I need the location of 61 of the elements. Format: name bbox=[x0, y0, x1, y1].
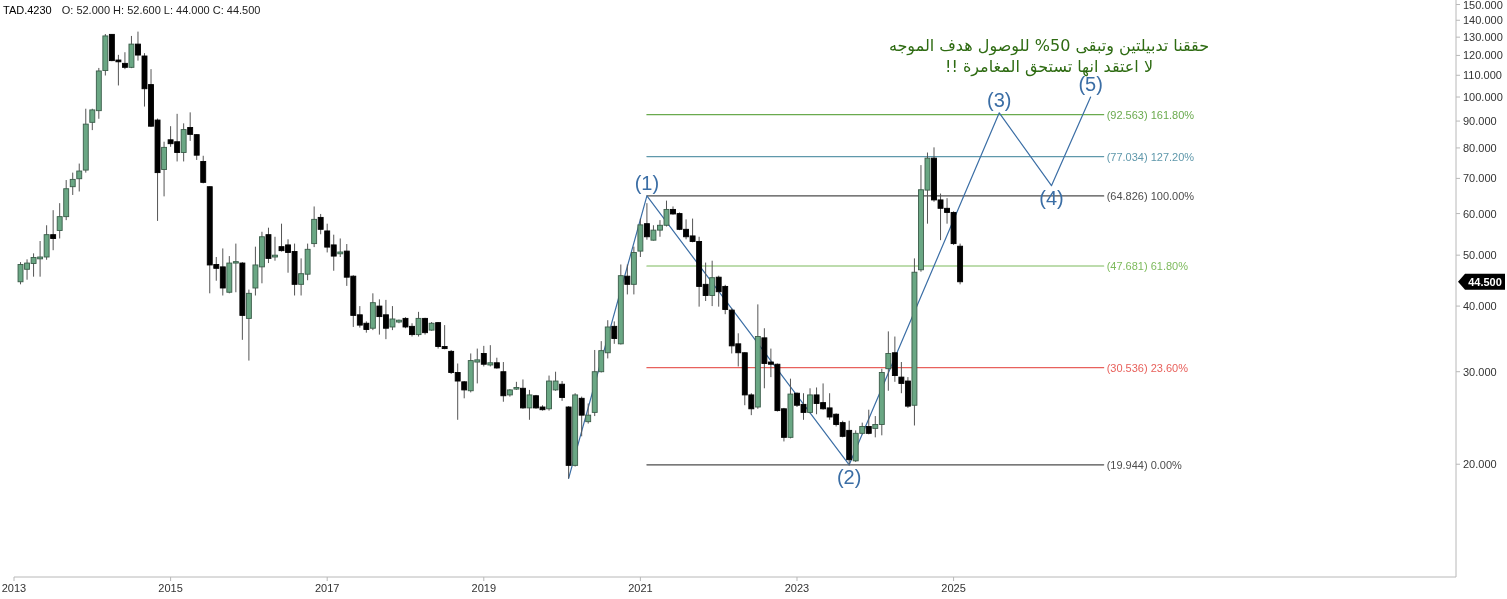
x-tick-label: 2017 bbox=[314, 582, 340, 594]
chart-subtitle: O: 52.000 H: 52.600 L: 44.000 C: 44.500 bbox=[61, 4, 261, 16]
candlestick bbox=[585, 402, 592, 425]
candlestick bbox=[480, 345, 487, 367]
annotation: (1) bbox=[634, 171, 660, 194]
y-tick-label: 140.000 bbox=[1463, 14, 1503, 27]
series-label: (19.944) 0.00% bbox=[1106, 458, 1183, 471]
candlestick bbox=[885, 330, 892, 392]
candlestick bbox=[180, 122, 187, 162]
y-tick-label: 50.000 bbox=[1463, 249, 1497, 262]
y-tick-label: 100.000 bbox=[1463, 91, 1503, 104]
x-tick-label: 2025 bbox=[941, 582, 966, 594]
candlestick bbox=[272, 236, 278, 262]
annotation: (3) bbox=[987, 88, 1012, 111]
text: 44.500 bbox=[1468, 275, 1502, 288]
candlestick bbox=[526, 389, 533, 421]
candlestick bbox=[578, 396, 585, 437]
y-tick-label: 90.000 bbox=[1463, 115, 1497, 128]
candlestick bbox=[865, 409, 872, 435]
candlestick bbox=[161, 141, 167, 197]
x-tick-label: 2021 bbox=[628, 582, 653, 594]
y-tick-label: 110.000 bbox=[1463, 69, 1502, 82]
y-tick-label: 20.000 bbox=[1463, 458, 1497, 471]
candlestick bbox=[611, 320, 618, 345]
annotation: لا اعتقد انها تستحق المغامرة !! bbox=[944, 56, 1154, 77]
y-tick-label: 30.000 bbox=[1463, 365, 1497, 378]
candlestick bbox=[50, 209, 57, 251]
candlestick bbox=[121, 51, 128, 70]
series-label: (30.536) 23.60% bbox=[1106, 361, 1189, 374]
candlestick bbox=[317, 213, 324, 235]
series-label: (64.826) 100.00% bbox=[1106, 189, 1195, 202]
candlestick bbox=[709, 260, 716, 307]
candlestick bbox=[559, 380, 566, 402]
candlestick bbox=[520, 378, 526, 410]
series-label: (77.034) 127.20% bbox=[1106, 150, 1195, 163]
candlestick bbox=[807, 387, 813, 414]
y-tick-label: 60.000 bbox=[1463, 207, 1497, 220]
y-tick-label: 80.000 bbox=[1463, 141, 1497, 154]
chart-title: TAD.4230 bbox=[3, 4, 52, 16]
annotation: حققنا تدبيلتين وتبقى 50% للوصول هدف الموجه bbox=[888, 35, 1210, 56]
candlestick bbox=[337, 237, 344, 258]
x-tick-label: 2023 bbox=[784, 582, 810, 594]
x-tick-label: 2013 bbox=[1, 582, 27, 594]
candlestick bbox=[891, 336, 898, 383]
x-tick-label: 2015 bbox=[158, 582, 183, 594]
series-label: (92.563) 161.80% bbox=[1106, 108, 1195, 121]
y-tick-label: 70.000 bbox=[1463, 172, 1497, 185]
y-tick-label: 40.000 bbox=[1463, 300, 1497, 313]
x-tick-label: 2019 bbox=[471, 582, 497, 594]
y-tick-label: 130.000 bbox=[1463, 31, 1503, 44]
candlestick bbox=[200, 155, 207, 184]
annotation: (2) bbox=[836, 465, 862, 488]
y-tick-label: 120.000 bbox=[1463, 49, 1503, 62]
candlestick bbox=[415, 311, 422, 338]
series-label: (47.681) 61.80% bbox=[1106, 260, 1189, 272]
candlestick bbox=[69, 172, 76, 196]
candlestick bbox=[643, 202, 650, 241]
y-tick-label: 150.000 bbox=[1463, 0, 1503, 11]
candlestick bbox=[265, 227, 272, 264]
candlestick bbox=[624, 263, 631, 295]
candlestick bbox=[128, 35, 135, 69]
